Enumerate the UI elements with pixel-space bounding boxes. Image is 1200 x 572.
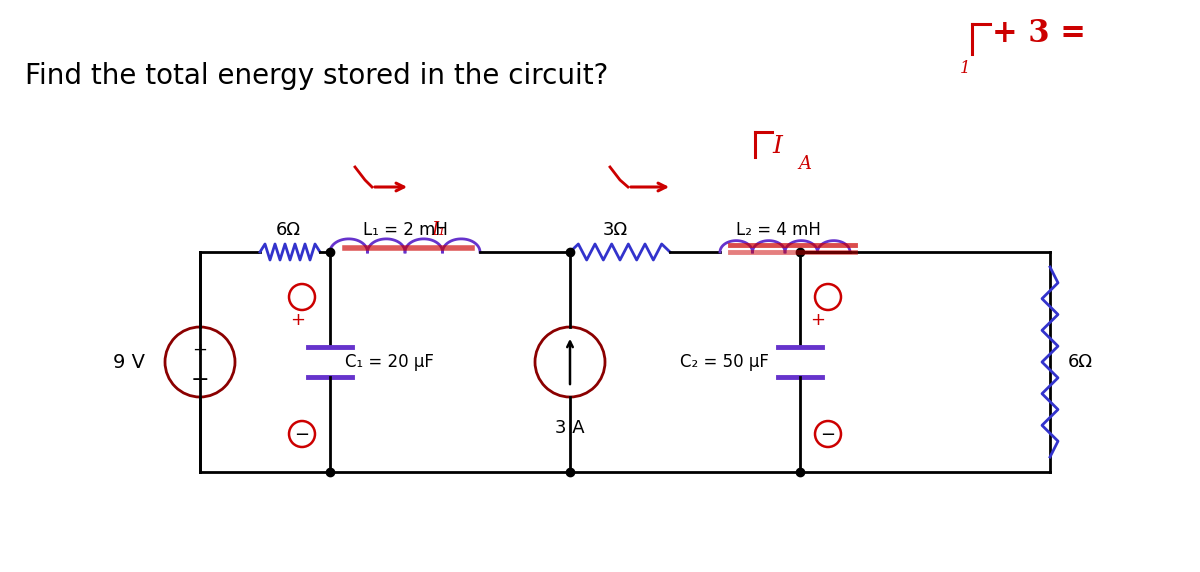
Text: 6Ω: 6Ω [276,221,300,239]
Text: 3Ω: 3Ω [602,221,628,239]
Text: L₁ = 2 mH: L₁ = 2 mH [362,221,448,239]
Text: +: + [810,311,826,329]
Text: −: − [821,426,835,444]
Text: L₂ = 4 mH: L₂ = 4 mH [736,221,821,239]
Text: +: + [290,311,306,329]
Text: I₁: I₁ [431,221,445,239]
Text: C₂ = 50 μF: C₂ = 50 μF [680,353,769,371]
Text: 1: 1 [960,60,971,77]
Text: −: − [191,370,209,390]
Text: +: + [192,341,208,359]
Text: A: A [798,155,811,173]
Text: C₁ = 20 μF: C₁ = 20 μF [346,353,434,371]
Text: I: I [772,136,782,158]
Text: 6Ω: 6Ω [1068,353,1093,371]
Text: Find the total energy stored in the circuit?: Find the total energy stored in the circ… [25,62,608,90]
Text: + 3 =: + 3 = [992,18,1086,50]
Text: 3 A: 3 A [556,419,584,437]
Text: −: − [294,426,310,444]
Text: 9 V: 9 V [113,352,145,371]
